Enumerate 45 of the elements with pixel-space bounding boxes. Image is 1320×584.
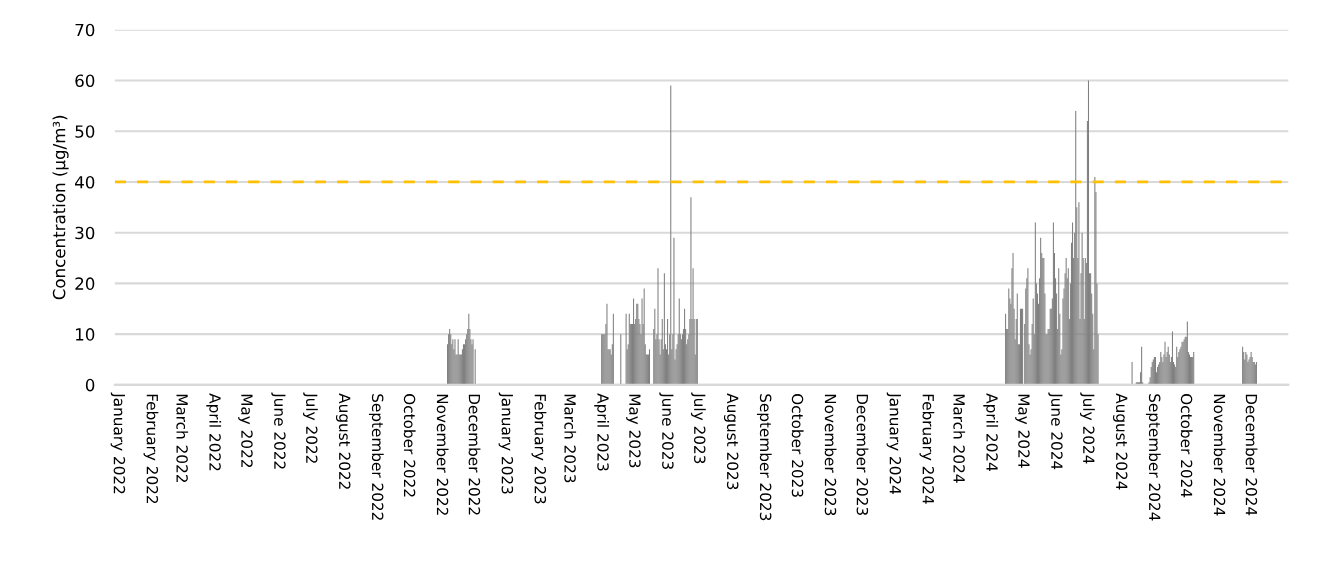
x-tick-label: July 2022 bbox=[303, 392, 318, 463]
x-tick-label: January 2022 bbox=[110, 392, 126, 494]
y-tick-label: 60 bbox=[75, 74, 95, 88]
x-tick-label: November 2022 bbox=[436, 394, 449, 515]
y-tick-label: 0 bbox=[85, 378, 95, 392]
x-tick-label: June 2023 bbox=[659, 392, 674, 469]
x-tick-label: May 2023 bbox=[626, 394, 641, 468]
x-tick-label: May 2022 bbox=[238, 394, 253, 467]
x-tick-label: March 2022 bbox=[176, 394, 189, 482]
x-tick-label: October 2023 bbox=[791, 394, 804, 497]
x-tick-label: July 2023 bbox=[691, 392, 706, 464]
x-tick-label: December 2024 bbox=[1245, 394, 1258, 516]
y-tick-label: 10 bbox=[76, 328, 95, 341]
x-tick-label: March 2024 bbox=[953, 394, 966, 483]
x-tick-label: February 2024 bbox=[919, 394, 935, 504]
x-tick-label: April 2024 bbox=[983, 393, 999, 471]
y-tick-label: 30 bbox=[75, 226, 95, 240]
x-tick-label: June 2022 bbox=[271, 392, 286, 469]
x-tick-label: December 2022 bbox=[468, 394, 481, 515]
y-tick-label: 20 bbox=[75, 277, 95, 290]
x-tick-label: April 2022 bbox=[206, 393, 222, 471]
x-tick-label: June 2024 bbox=[1048, 392, 1063, 470]
y-tick-label: 70 bbox=[75, 23, 95, 37]
x-tick-label: January 2024 bbox=[886, 392, 902, 494]
x-tick-label: February 2023 bbox=[531, 394, 547, 504]
x-tick-label: November 2024 bbox=[1213, 394, 1226, 516]
x-tick-label: October 2024 bbox=[1180, 394, 1193, 498]
x-tick-label: December 2023 bbox=[856, 394, 869, 515]
x-tick-label: November 2023 bbox=[824, 394, 837, 516]
x-tick-label: August 2023 bbox=[723, 393, 739, 490]
x-tick-label: February 2022 bbox=[143, 394, 159, 504]
x-tick-label: September 2023 bbox=[756, 394, 772, 521]
y-axis-title: Concentration (µg/m³) bbox=[52, 115, 69, 300]
x-tick-label: August 2024 bbox=[1112, 393, 1128, 490]
x-tick-label: April 2023 bbox=[594, 393, 610, 471]
x-tick-label: August 2022 bbox=[335, 393, 351, 489]
x-tick-label: September 2024 bbox=[1145, 394, 1161, 521]
y-tick-label: 40 bbox=[75, 175, 95, 189]
x-tick-label: July 2024 bbox=[1080, 392, 1095, 464]
y-tick-label: 50 bbox=[75, 125, 95, 138]
x-tick-label: October 2022 bbox=[403, 394, 416, 497]
x-tick-label: May 2024 bbox=[1015, 394, 1030, 468]
x-tick-label: January 2023 bbox=[498, 392, 514, 494]
x-tick-label: September 2022 bbox=[368, 394, 384, 520]
x-tick-label: March 2023 bbox=[564, 394, 577, 483]
